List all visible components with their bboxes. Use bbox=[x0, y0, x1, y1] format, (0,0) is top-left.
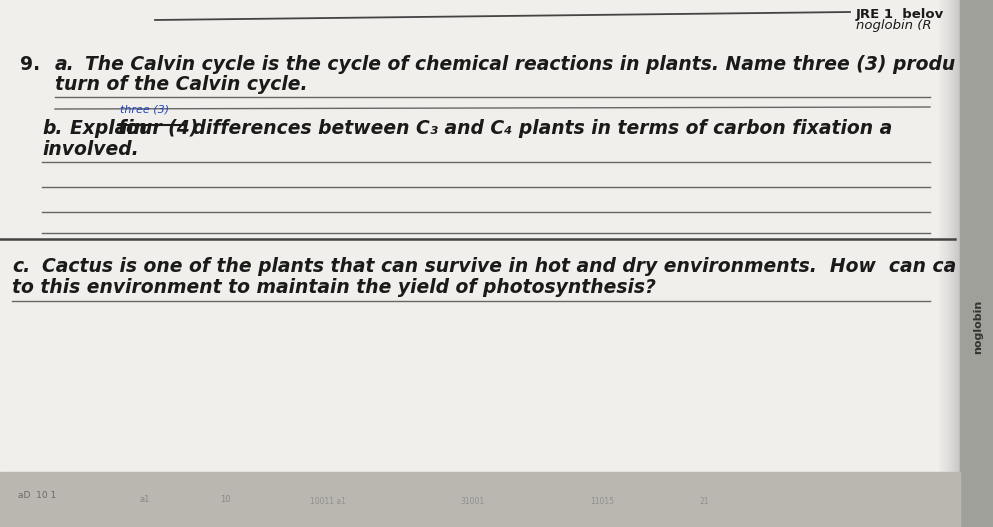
Bar bbox=[953, 0, 954, 527]
Bar bbox=[969, 0, 971, 527]
Bar bbox=[963, 0, 965, 527]
Bar bbox=[955, 0, 956, 527]
Bar bbox=[942, 0, 943, 527]
Text: 11015: 11015 bbox=[590, 497, 614, 506]
Bar bbox=[958, 0, 960, 527]
Bar bbox=[968, 0, 969, 527]
Bar bbox=[957, 0, 959, 527]
Text: 10: 10 bbox=[220, 494, 230, 503]
Text: 9.: 9. bbox=[20, 55, 40, 74]
Text: aD  10 1: aD 10 1 bbox=[18, 491, 57, 500]
Bar bbox=[943, 0, 944, 527]
Bar bbox=[954, 0, 956, 527]
Bar bbox=[950, 0, 951, 527]
Bar bbox=[956, 0, 957, 527]
Bar bbox=[958, 0, 959, 527]
Text: b.: b. bbox=[42, 119, 63, 138]
Text: c.: c. bbox=[12, 257, 30, 276]
Bar bbox=[951, 0, 953, 527]
Bar bbox=[945, 0, 946, 527]
Bar bbox=[944, 0, 946, 527]
Bar bbox=[965, 0, 967, 527]
Text: JRE 1  belov: JRE 1 belov bbox=[856, 8, 944, 21]
Text: three (3): three (3) bbox=[120, 104, 169, 114]
Bar bbox=[951, 0, 952, 527]
Text: a.: a. bbox=[55, 55, 74, 74]
Bar bbox=[962, 0, 963, 527]
Bar bbox=[940, 0, 942, 527]
Bar bbox=[960, 0, 962, 527]
Text: 31001: 31001 bbox=[460, 497, 485, 506]
Bar bbox=[948, 0, 950, 527]
Bar bbox=[959, 0, 961, 527]
Text: turn of the Calvin cycle.: turn of the Calvin cycle. bbox=[55, 75, 308, 94]
Bar bbox=[949, 0, 951, 527]
Bar bbox=[940, 0, 941, 527]
Bar bbox=[953, 0, 955, 527]
Bar bbox=[947, 0, 949, 527]
Text: differences between C₃ and C₄ plants in terms of carbon fixation a: differences between C₃ and C₄ plants in … bbox=[186, 119, 893, 138]
Bar bbox=[949, 0, 950, 527]
Bar bbox=[950, 0, 952, 527]
Bar bbox=[961, 0, 962, 527]
Bar bbox=[959, 0, 960, 527]
Bar bbox=[963, 0, 964, 527]
Bar bbox=[946, 0, 948, 527]
Text: Cactus is one of the plants that can survive in hot and dry environments.  How  : Cactus is one of the plants that can sur… bbox=[42, 257, 956, 276]
Text: 10011 a1: 10011 a1 bbox=[310, 497, 346, 506]
Text: noglobin: noglobin bbox=[973, 300, 983, 354]
Text: involved.: involved. bbox=[42, 140, 139, 159]
Bar bbox=[966, 0, 967, 527]
Text: four (4): four (4) bbox=[118, 119, 199, 138]
Bar bbox=[961, 0, 963, 527]
Bar bbox=[946, 0, 947, 527]
Bar bbox=[962, 0, 964, 527]
Bar bbox=[948, 0, 949, 527]
Text: Explain: Explain bbox=[70, 119, 154, 138]
Bar bbox=[969, 0, 970, 527]
Bar bbox=[945, 0, 947, 527]
Bar bbox=[960, 0, 993, 527]
Text: The Calvin cycle is the cycle of chemical reactions in plants. Name three (3) pr: The Calvin cycle is the cycle of chemica… bbox=[85, 55, 955, 74]
Text: a1: a1 bbox=[140, 494, 150, 503]
Bar bbox=[966, 0, 968, 527]
Text: 21: 21 bbox=[700, 497, 710, 506]
Bar bbox=[943, 0, 945, 527]
Bar bbox=[947, 0, 948, 527]
Bar bbox=[941, 0, 943, 527]
Bar bbox=[944, 0, 945, 527]
Bar bbox=[967, 0, 969, 527]
Bar bbox=[964, 0, 966, 527]
Bar bbox=[968, 0, 970, 527]
Bar bbox=[952, 0, 953, 527]
Bar bbox=[952, 0, 954, 527]
Bar bbox=[957, 0, 958, 527]
Bar bbox=[967, 0, 968, 527]
Bar bbox=[956, 0, 958, 527]
Bar bbox=[955, 0, 957, 527]
Bar bbox=[942, 0, 944, 527]
Bar bbox=[960, 0, 961, 527]
Bar bbox=[954, 0, 955, 527]
Bar bbox=[965, 0, 966, 527]
Bar bbox=[0, 472, 960, 527]
Bar bbox=[941, 0, 942, 527]
Text: noglobin (R: noglobin (R bbox=[856, 19, 935, 32]
Text: to this environment to maintain the yield of photosynthesis?: to this environment to maintain the yiel… bbox=[12, 278, 655, 297]
Bar bbox=[964, 0, 965, 527]
